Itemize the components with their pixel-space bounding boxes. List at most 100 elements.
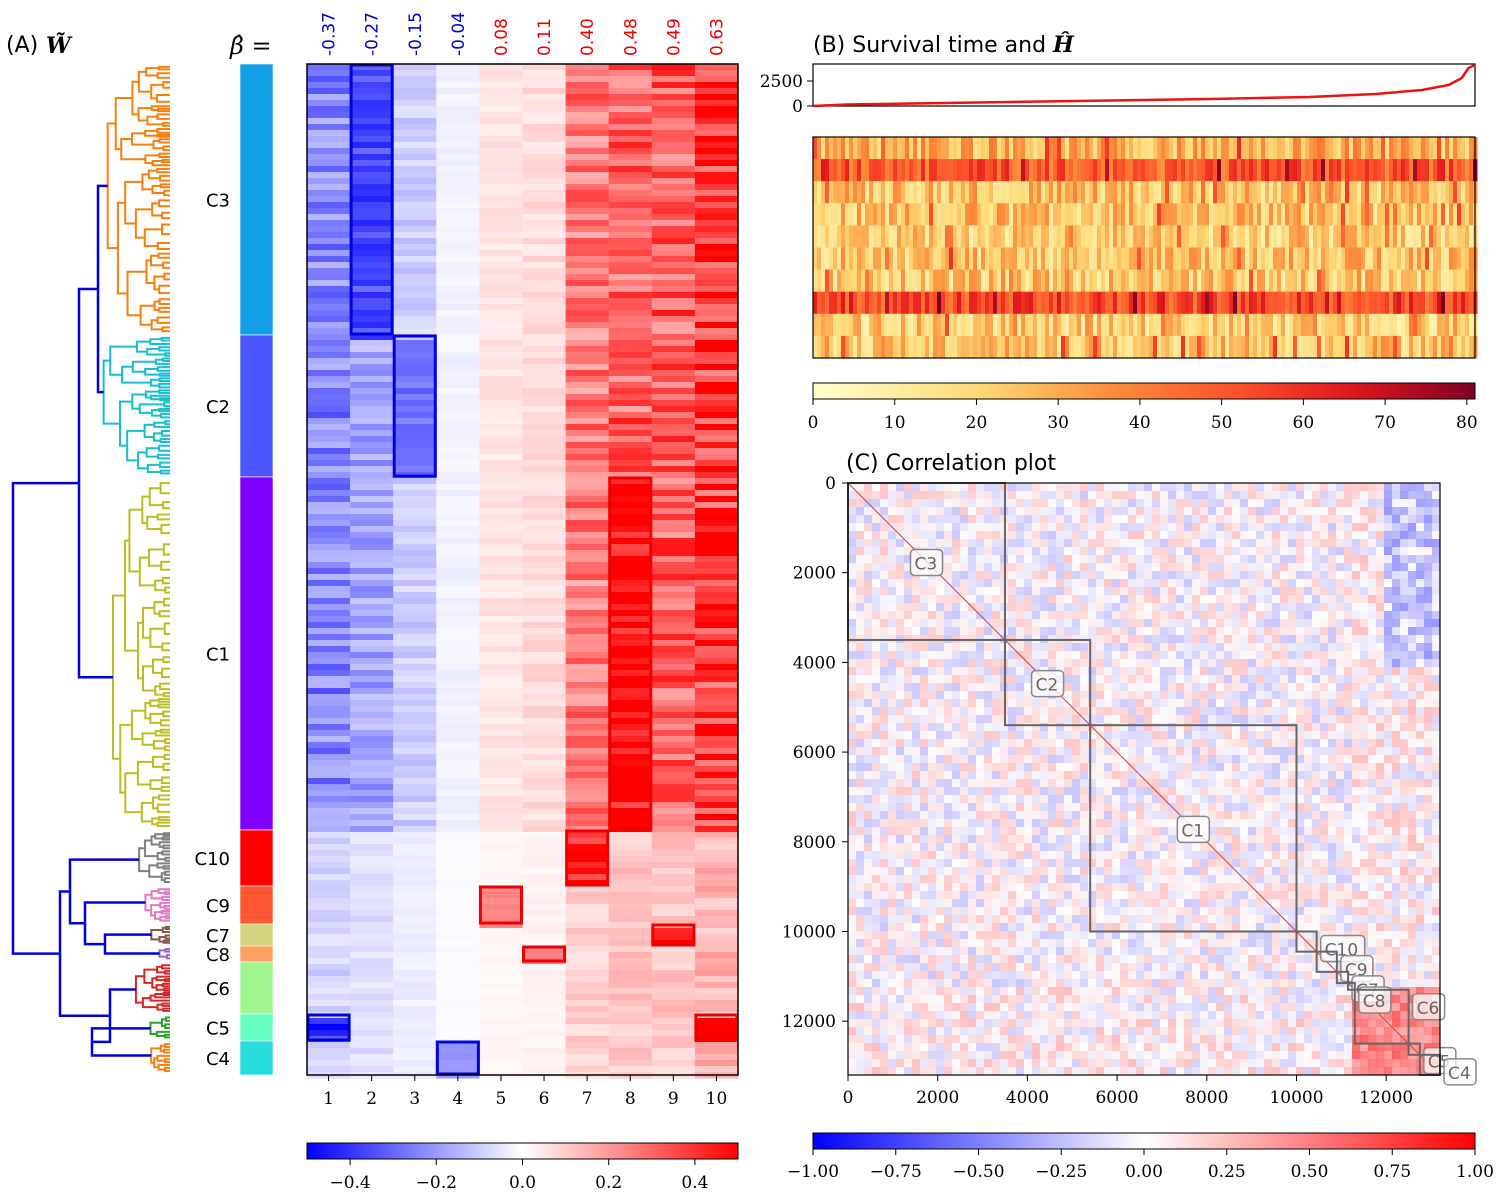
heatmap-cell	[522, 256, 567, 263]
heatmap-cell	[479, 340, 523, 347]
correlation-cell	[920, 539, 929, 548]
heatmap-cell	[694, 616, 739, 623]
heatmap-cell	[651, 760, 696, 767]
heatmap-cell	[350, 814, 394, 821]
correlation-cell	[1192, 611, 1201, 620]
h-heatmap-cell	[833, 225, 838, 248]
correlation-cell	[960, 547, 969, 556]
heatmap-cell	[608, 706, 653, 713]
heatmap-cell	[565, 892, 610, 899]
heatmap-cell	[393, 754, 437, 761]
h-heatmap-cell	[1429, 203, 1434, 226]
heatmap-cell	[565, 154, 610, 161]
heatmap-cell	[565, 448, 610, 455]
h-heatmap-cell	[917, 291, 922, 315]
heatmap-cell	[522, 628, 567, 635]
heatmap-cell	[565, 712, 610, 719]
correlation-cell	[1344, 603, 1353, 612]
h-heatmap-cell	[1453, 225, 1458, 248]
correlation-cell	[1016, 523, 1025, 532]
heatmap-cell	[694, 838, 739, 845]
h-heatmap-cell	[1445, 203, 1450, 226]
heatmap-cell	[694, 106, 739, 113]
h-heatmap-cell	[873, 313, 878, 337]
h-heatmap-cell	[1349, 313, 1354, 337]
heatmap-cell	[565, 532, 610, 539]
heatmap-cell	[350, 742, 394, 749]
correlation-cell	[984, 555, 993, 564]
heatmap-cell	[608, 328, 653, 335]
h-heatmap-cell	[1113, 335, 1118, 359]
heatmap-cell	[522, 874, 567, 881]
h-heatmap-cell	[841, 269, 846, 293]
heatmap-cell	[694, 532, 739, 539]
correlation-cell	[1056, 611, 1065, 620]
h-heatmap-cell	[825, 313, 830, 337]
h-heatmap-cell	[1333, 203, 1338, 226]
heatmap-cell	[565, 142, 610, 149]
heatmap-cell	[522, 1042, 567, 1049]
correlation-cell	[1184, 491, 1193, 500]
h-heatmap-cell	[1137, 159, 1142, 182]
heatmap-cell	[694, 598, 739, 605]
heatmap-cell	[565, 988, 610, 995]
correlation-cell	[848, 515, 857, 524]
correlation-cell	[872, 587, 881, 596]
h-heatmap-cell	[1333, 181, 1338, 204]
heatmap-cell	[436, 922, 480, 929]
heatmap-cell	[522, 1060, 567, 1067]
h-heatmap-cell	[885, 225, 890, 248]
h-heatmap-cell	[1101, 313, 1106, 337]
h-heatmap-cell	[1369, 181, 1374, 204]
h-heatmap-cell	[1249, 269, 1254, 293]
correlation-cell	[1288, 579, 1297, 588]
h-heatmap-cell	[1125, 247, 1130, 271]
heatmap-cell	[608, 964, 653, 971]
heatmap-cell	[608, 892, 653, 899]
heatmap-cell	[608, 154, 653, 161]
h-heatmap-cell	[1469, 137, 1474, 160]
h-heatmap-cell	[865, 159, 870, 182]
correlation-cell	[976, 603, 985, 612]
heatmap-cell	[694, 898, 739, 905]
heatmap-cell	[307, 862, 351, 869]
heatmap-cell	[350, 952, 394, 959]
heatmap-cell	[436, 808, 480, 815]
h-heatmap-cell	[1045, 137, 1050, 160]
heatmap-cell	[479, 232, 523, 239]
heatmap-cell	[522, 832, 567, 839]
h-heatmap-cell	[1289, 225, 1294, 248]
heatmap-cell	[436, 874, 480, 881]
h-heatmap-cell	[1321, 269, 1326, 293]
h-heatmap-cell	[829, 137, 834, 160]
h-heatmap-cell	[1269, 225, 1274, 248]
h-heatmap-cell	[1201, 247, 1206, 271]
dendrogram-branch	[162, 81, 170, 89]
heatmap-cell	[522, 916, 567, 923]
heatmap-cell	[436, 484, 480, 491]
heatmap-cell	[350, 928, 394, 935]
h-heatmap-cell	[1401, 247, 1406, 271]
correlation-cell	[1008, 579, 1017, 588]
heatmap-cell	[651, 874, 696, 881]
h-heatmap-cell	[909, 335, 914, 359]
correlation-cell	[1072, 611, 1081, 620]
correlation-cell	[1368, 555, 1377, 564]
heatmap-cell	[436, 592, 480, 599]
correlation-cell	[1232, 491, 1241, 500]
heatmap-cell	[694, 730, 739, 737]
h-heatmap-cell	[1197, 291, 1202, 315]
dendrogram-branch	[149, 699, 160, 707]
correlation-cell	[1256, 563, 1265, 572]
heatmap-cell	[651, 370, 696, 377]
correlation-cell	[1264, 611, 1273, 620]
heatmap-cell	[350, 958, 394, 965]
heatmap-cell	[608, 412, 653, 419]
h-heatmap-cell	[1421, 313, 1426, 337]
h-heatmap-cell	[1233, 335, 1238, 359]
heatmap-cell	[565, 808, 610, 815]
heatmap-cell	[436, 706, 480, 713]
heatmap-cell	[350, 1048, 394, 1055]
heatmap-cell	[608, 958, 653, 965]
h-heatmap-cell	[1317, 313, 1322, 337]
